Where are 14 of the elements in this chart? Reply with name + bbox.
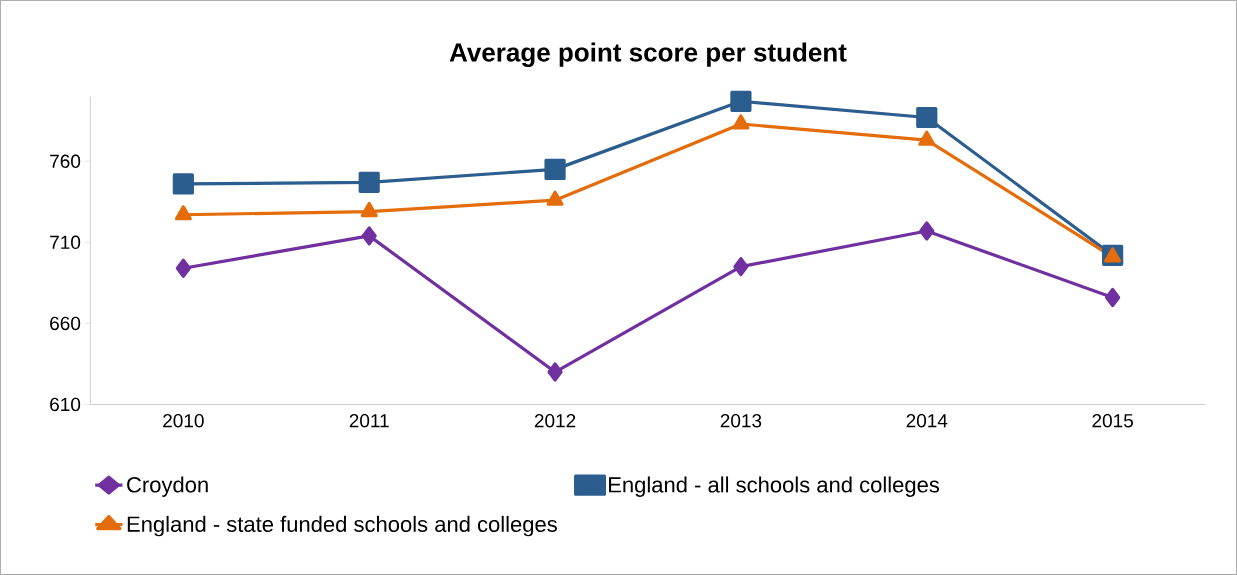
legend-label: England - all schools and colleges xyxy=(609,476,940,497)
y-tick-label: 710 xyxy=(50,235,81,250)
x-tick-label: 2011 xyxy=(349,414,389,428)
x-tick-label: 2014 xyxy=(906,414,948,428)
x-tick-label: 2012 xyxy=(534,414,576,428)
y-tick-label: 610 xyxy=(50,397,81,412)
legend-label: England - state funded schools and colleges xyxy=(127,515,557,537)
y-tick-label: 660 xyxy=(50,316,81,331)
y-tick-label: 760 xyxy=(50,154,81,169)
chart-title: Average point score per student xyxy=(449,42,847,67)
legend-label: Croydon xyxy=(127,476,208,497)
x-tick-label: 2013 xyxy=(720,414,762,428)
x-tick-label: 2015 xyxy=(1092,414,1133,428)
x-tick-label: 2010 xyxy=(163,414,204,428)
